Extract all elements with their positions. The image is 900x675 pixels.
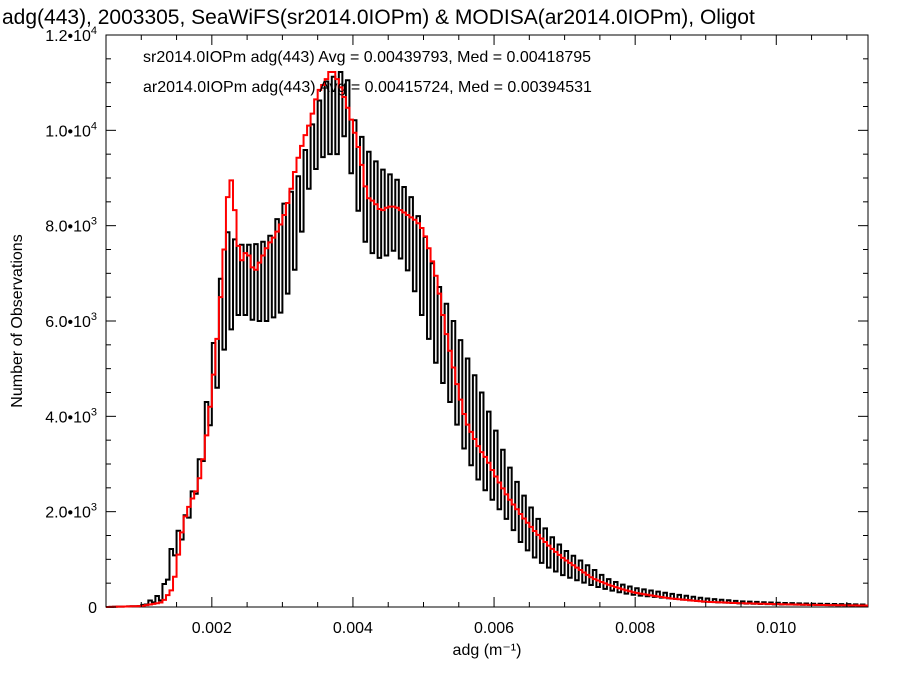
y-axis-ticks: 0 2.0•103 4.0•103 6.0•103 8.0•103 1.0•104 1.2•… (45, 25, 868, 617)
y-tick-label: 0 (88, 600, 97, 617)
x-tick-label: 0.004 (333, 620, 373, 637)
y-tick-label: 2.0•103 (45, 502, 97, 522)
series-line-sr2014 (106, 70, 868, 608)
x-axis-label: adg (m⁻¹) (453, 642, 522, 659)
series-ar2014-histogram (106, 70, 868, 608)
y-tick-label: 8.0•103 (45, 216, 97, 236)
x-tick-label: 0.008 (615, 620, 655, 637)
x-tick-label: 0.010 (756, 620, 796, 637)
x-tick-label: 0.002 (192, 620, 232, 637)
x-tick-label: 0.006 (474, 620, 514, 637)
series-line-ar2014 (106, 70, 868, 608)
legend-entry-sr2014: sr2014.0IOPm adg(443) Avg = 0.00439793, … (143, 49, 591, 66)
y-tick-label: 6.0•103 (45, 311, 97, 331)
legend-entry-ar2014: ar2014.0IOPm adg(443) Avg = 0.00415724, … (143, 79, 592, 96)
plot-frame (105, 34, 869, 608)
y-tick-label: 1.0•104 (45, 120, 97, 140)
y-axis-label: Number of Observations (9, 234, 26, 407)
y-tick-label: 4.0•103 (45, 406, 97, 426)
series-sr2014-histogram (106, 70, 868, 608)
y-tick-label: 1.2•104 (45, 25, 97, 45)
chart-title: adg(443), 2003305, SeaWiFS(sr2014.0IOPm)… (2, 6, 755, 29)
x-axis-ticks: 0.002 0.004 0.006 0.008 0.010 (105, 35, 848, 637)
